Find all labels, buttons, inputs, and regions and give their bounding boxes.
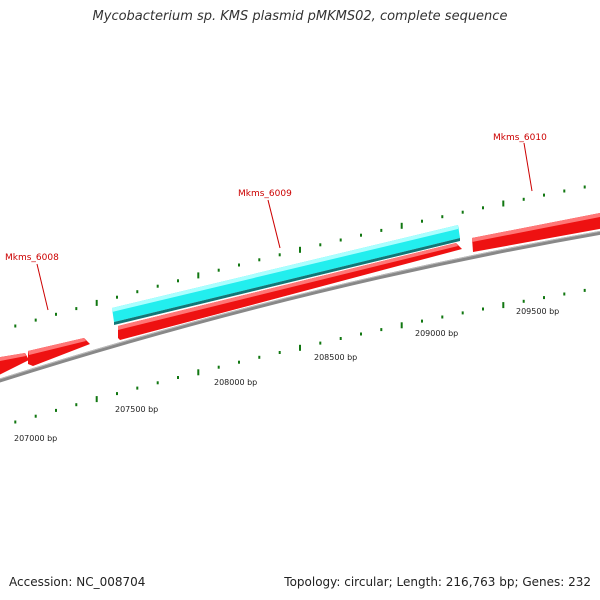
inner-tick bbox=[461, 311, 464, 315]
sequence-backbone bbox=[0, 230, 600, 383]
outer-tick bbox=[319, 243, 322, 247]
gene-partial-left[interactable] bbox=[0, 353, 29, 377]
scale-label-209500: 209500 bp bbox=[516, 307, 559, 316]
inner-tick bbox=[482, 307, 484, 311]
outer-tick bbox=[583, 185, 586, 189]
inner-tick bbox=[14, 420, 17, 424]
gene-label-mkms-6008[interactable]: Mkms_6008 bbox=[5, 253, 59, 263]
outer-tick bbox=[34, 318, 37, 322]
outer-tick bbox=[278, 253, 281, 257]
inner-tick bbox=[55, 408, 57, 412]
inner-tick bbox=[238, 360, 240, 364]
inner-tick bbox=[380, 328, 383, 332]
gene-mkms-6009-highlighted[interactable] bbox=[112, 225, 460, 325]
inner-tick bbox=[502, 302, 505, 309]
label-leader-mkms-6009 bbox=[267, 199, 281, 249]
outer-tick bbox=[217, 268, 220, 272]
outer-tick bbox=[502, 200, 505, 207]
inner-tick bbox=[583, 288, 586, 292]
map-title: Mycobacterium sp. KMS plasmid pMKMS02, c… bbox=[92, 9, 508, 24]
outer-tick bbox=[360, 233, 362, 237]
gene-mkms-6010[interactable] bbox=[472, 212, 600, 252]
outer-tick bbox=[461, 210, 464, 214]
inner-tick bbox=[400, 322, 403, 329]
outer-tick bbox=[75, 307, 78, 311]
outer-tick bbox=[14, 324, 17, 328]
scale-label-207000: 207000 bp bbox=[14, 434, 57, 443]
inner-tick bbox=[319, 341, 322, 345]
inner-tick bbox=[95, 396, 98, 403]
inner-tick bbox=[543, 296, 545, 300]
outer-tick bbox=[55, 312, 57, 316]
inner-tick bbox=[156, 381, 159, 385]
outer-tick bbox=[197, 272, 200, 279]
gene-label-mkms-6009[interactable]: Mkms_6009 bbox=[238, 189, 292, 199]
outer-tick bbox=[116, 295, 118, 299]
scale-label-208000: 208000 bp bbox=[214, 378, 257, 387]
inner-tick bbox=[217, 365, 220, 369]
sequence-stats: Topology: circular; Length: 216,763 bp; … bbox=[284, 575, 591, 589]
inner-tick bbox=[258, 355, 261, 359]
inner-tick bbox=[34, 414, 37, 418]
inner-tick bbox=[299, 344, 301, 351]
outer-tick bbox=[543, 193, 545, 197]
outer-tick bbox=[563, 189, 566, 193]
inner-tick bbox=[177, 376, 179, 379]
gene-mkms-6008[interactable] bbox=[28, 338, 90, 366]
inner-tick bbox=[563, 292, 566, 296]
scale-label-209000: 209000 bp bbox=[415, 329, 458, 338]
inner-tick bbox=[197, 369, 200, 376]
outer-tick bbox=[482, 206, 484, 210]
inner-tick bbox=[441, 315, 444, 319]
outer-tick bbox=[238, 263, 240, 267]
outer-tick bbox=[95, 299, 98, 306]
outer-tick bbox=[380, 228, 383, 232]
outer-tick bbox=[136, 290, 139, 294]
inner-tick bbox=[339, 337, 342, 340]
outer-tick bbox=[258, 258, 261, 262]
label-leader-mkms-6008 bbox=[36, 263, 49, 311]
gene-forward-main[interactable] bbox=[118, 243, 462, 340]
label-leader-mkms-6010 bbox=[523, 142, 533, 192]
inner-tick bbox=[360, 332, 362, 336]
inner-tick bbox=[136, 386, 139, 390]
outer-tick bbox=[156, 284, 159, 288]
outer-tick bbox=[400, 222, 403, 229]
outer-tick bbox=[522, 197, 525, 201]
gene-label-mkms-6010[interactable]: Mkms_6010 bbox=[493, 133, 547, 143]
inner-tick bbox=[421, 319, 423, 323]
tick-marks bbox=[14, 185, 586, 424]
outer-tick bbox=[339, 238, 342, 242]
inner-tick bbox=[522, 299, 525, 303]
outer-tick bbox=[441, 215, 444, 219]
inner-tick bbox=[278, 351, 281, 354]
scale-label-208500: 208500 bp bbox=[314, 353, 357, 362]
outer-tick bbox=[421, 219, 423, 223]
inner-tick bbox=[116, 392, 118, 396]
outer-tick bbox=[177, 279, 179, 283]
accession-info: Accession: NC_008704 bbox=[9, 575, 146, 589]
inner-tick bbox=[75, 403, 78, 407]
scale-label-207500: 207500 bp bbox=[115, 405, 158, 414]
outer-tick bbox=[299, 246, 301, 253]
